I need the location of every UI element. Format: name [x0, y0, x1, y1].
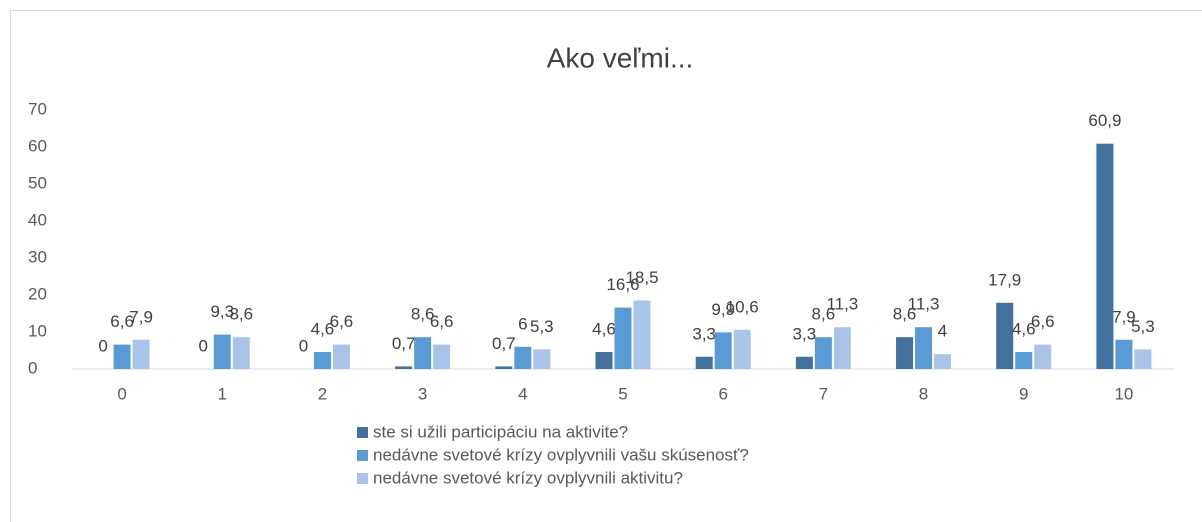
bar — [795, 356, 813, 369]
y-tick-label: 30 — [28, 247, 47, 266]
value-label: 3,3 — [793, 324, 817, 343]
value-label: 4,6 — [592, 319, 616, 338]
value-label: 3,3 — [692, 324, 716, 343]
bar — [495, 366, 513, 369]
bar — [433, 344, 451, 369]
x-tick-label: 6 — [718, 384, 727, 403]
legend-swatch — [357, 427, 368, 438]
bar — [733, 329, 751, 369]
value-label: 0,7 — [492, 334, 516, 353]
value-label: 16,6 — [606, 275, 639, 294]
x-tick-label: 3 — [418, 384, 427, 403]
value-label: 0 — [98, 336, 107, 355]
value-label: 17,9 — [988, 270, 1021, 289]
bar — [915, 327, 933, 369]
value-label: 11,3 — [908, 295, 940, 314]
x-tick-label: 9 — [1019, 384, 1028, 403]
bar — [934, 354, 952, 369]
chart-border — [10, 10, 1202, 522]
bar — [313, 351, 331, 369]
value-label: 8,6 — [411, 305, 435, 324]
bar — [533, 349, 551, 369]
bar — [414, 337, 432, 369]
y-tick-label: 40 — [28, 210, 47, 229]
bar — [132, 339, 150, 369]
value-label: 8,6 — [229, 305, 253, 324]
y-tick-label: 10 — [28, 321, 47, 340]
value-label: 11,3 — [826, 295, 858, 314]
bar — [595, 351, 613, 369]
x-tick-label: 10 — [1114, 384, 1133, 403]
value-label: 6,6 — [430, 312, 454, 331]
value-label: 9,9 — [711, 300, 735, 319]
x-tick-label: 2 — [318, 384, 327, 403]
bar — [1115, 339, 1133, 369]
value-label: 5,3 — [1131, 317, 1155, 336]
y-tick-label: 0 — [28, 358, 37, 377]
value-label: 8,6 — [812, 305, 836, 324]
value-label: 7,9 — [129, 307, 153, 326]
y-tick-label: 20 — [28, 284, 47, 303]
value-label: 5,3 — [530, 317, 554, 336]
bar — [395, 366, 413, 369]
y-tick-label: 70 — [28, 99, 47, 118]
value-label: 4,6 — [1012, 319, 1036, 338]
y-tick-label: 60 — [28, 136, 47, 155]
bar — [1096, 143, 1114, 369]
bar — [996, 302, 1014, 369]
x-tick-label: 8 — [919, 384, 928, 403]
bar — [213, 334, 231, 369]
value-label: 0 — [299, 336, 308, 355]
legend-swatch — [357, 450, 368, 461]
bar — [633, 300, 651, 369]
value-label: 6,6 — [1031, 312, 1055, 331]
x-tick-label: 0 — [117, 384, 126, 403]
y-tick-label: 50 — [28, 173, 47, 192]
bar — [814, 337, 832, 369]
bar — [514, 346, 532, 369]
chart-title: Ako veľmi... — [547, 42, 694, 73]
x-tick-label: 4 — [518, 384, 527, 403]
legend-swatch — [357, 473, 368, 484]
legend-label: nedávne svetové krízy ovplyvnili vašu sk… — [373, 445, 749, 464]
legend-label: nedávne svetové krízy ovplyvnili aktivit… — [373, 468, 683, 487]
x-tick-label: 7 — [819, 384, 828, 403]
x-tick-label: 1 — [218, 384, 227, 403]
bar — [695, 356, 713, 369]
bar — [1134, 349, 1152, 369]
value-label: 6,6 — [110, 312, 134, 331]
bar — [232, 337, 250, 369]
bar — [1034, 344, 1052, 369]
value-label: 0,7 — [392, 334, 416, 353]
value-label: 9,3 — [210, 302, 234, 321]
bar — [332, 344, 350, 369]
value-label: 7,9 — [1112, 307, 1136, 326]
value-label: 18,5 — [625, 268, 658, 287]
value-label: 6,6 — [330, 312, 354, 331]
legend-label: ste si užili participáciu na aktivite? — [373, 422, 628, 441]
value-label: 6 — [518, 314, 527, 333]
bar — [896, 337, 914, 369]
value-label: 8,6 — [893, 305, 917, 324]
value-label: 0 — [199, 336, 208, 355]
value-label: 60,9 — [1088, 111, 1121, 130]
bar — [833, 327, 851, 369]
value-label: 10,6 — [726, 297, 759, 316]
bar — [714, 332, 732, 369]
bar — [113, 344, 131, 369]
value-label: 4 — [938, 322, 947, 341]
value-label: 4,6 — [311, 319, 335, 338]
x-tick-label: 5 — [618, 384, 627, 403]
bar — [614, 307, 632, 369]
bar — [1015, 351, 1033, 369]
